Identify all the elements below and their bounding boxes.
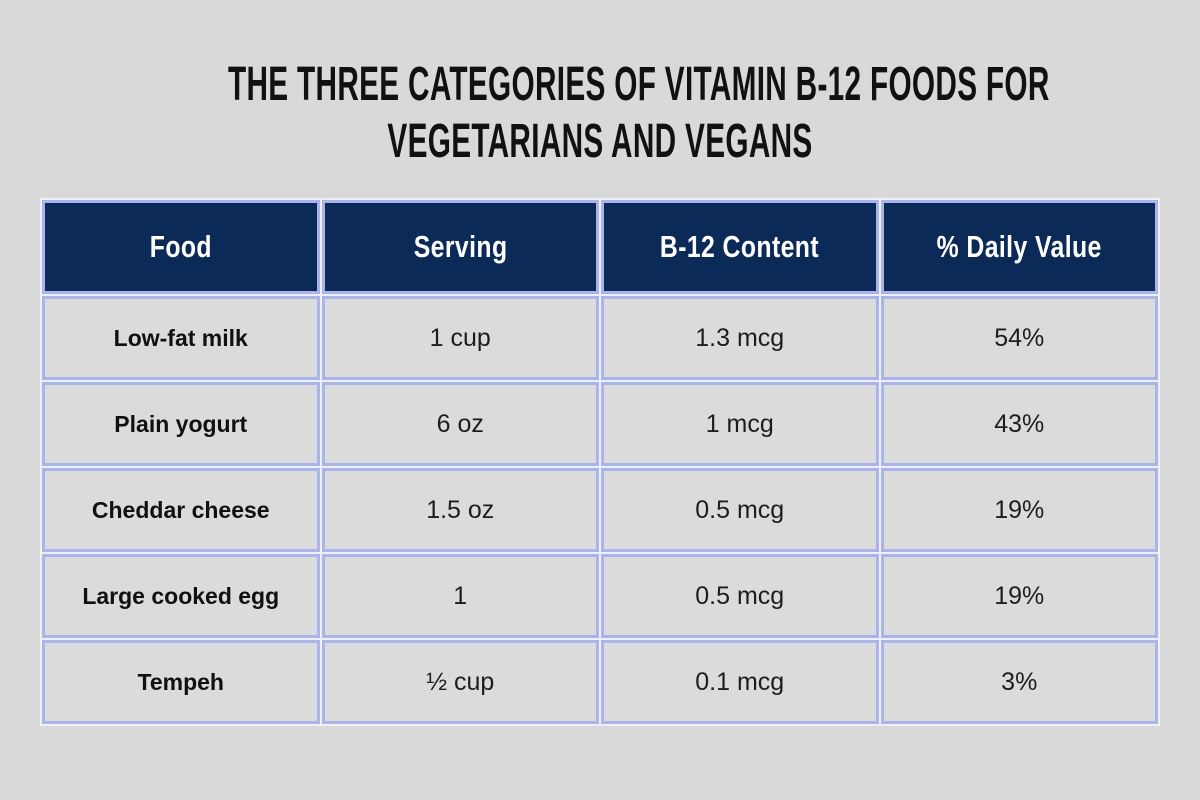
column-header-serving-label: Serving — [413, 229, 508, 264]
serving-cell: 6 oz — [321, 382, 599, 466]
daily-value-cell: 19% — [880, 468, 1158, 552]
b12-content-cell: 0.1 mcg — [601, 640, 879, 724]
serving-cell: ½ cup — [321, 640, 599, 724]
page-title: THE THREE CATEGORIES OF VITAMIN B-12 FOO… — [0, 0, 1200, 170]
food-cell: Plain yogurt — [42, 382, 320, 466]
table-row: Tempeh ½ cup 0.1 mcg 3% — [42, 640, 1158, 724]
food-cell: Large cooked egg — [42, 554, 320, 638]
header-row: Food Serving B-12 Content % Daily Value — [42, 200, 1158, 294]
food-cell: Cheddar cheese — [42, 468, 320, 552]
column-header-b12-content: B-12 Content — [601, 200, 879, 294]
page-title-line-1: THE THREE CATEGORIES OF VITAMIN B-12 FOO… — [228, 58, 1050, 111]
daily-value-cell: 3% — [880, 640, 1158, 724]
table-row: Plain yogurt 6 oz 1 mcg 43% — [42, 382, 1158, 466]
b12-content-cell: 0.5 mcg — [601, 468, 879, 552]
table-row: Cheddar cheese 1.5 oz 0.5 mcg 19% — [42, 468, 1158, 552]
column-header-food: Food — [42, 200, 320, 294]
table-body: Low-fat milk 1 cup 1.3 mcg 54% Plain yogurt 6… — [42, 296, 1158, 724]
table-row: Large cooked egg 1 0.5 mcg 19% — [42, 554, 1158, 638]
table-row: Low-fat milk 1 cup 1.3 mcg 54% — [42, 296, 1158, 380]
column-header-food-label: Food — [149, 229, 212, 264]
page-title-line-2: VEGETARIANS AND VEGANS — [387, 115, 813, 168]
b12-content-cell: 1.3 mcg — [601, 296, 879, 380]
daily-value-cell: 19% — [880, 554, 1158, 638]
b12-content-cell: 1 mcg — [601, 382, 879, 466]
column-header-daily-value: % Daily Value — [880, 200, 1158, 294]
daily-value-cell: 54% — [880, 296, 1158, 380]
food-cell: Low-fat milk — [42, 296, 320, 380]
column-header-daily-value-label: % Daily Value — [936, 229, 1102, 264]
serving-cell: 1 cup — [321, 296, 599, 380]
column-header-serving: Serving — [321, 200, 599, 294]
b12-foods-table: Food Serving B-12 Content % Daily Value … — [40, 198, 1160, 726]
b12-content-cell: 0.5 mcg — [601, 554, 879, 638]
food-cell: Tempeh — [42, 640, 320, 724]
column-header-b12-content-label: B-12 Content — [660, 229, 820, 264]
serving-cell: 1.5 oz — [321, 468, 599, 552]
table-header: Food Serving B-12 Content % Daily Value — [42, 200, 1158, 294]
serving-cell: 1 — [321, 554, 599, 638]
daily-value-cell: 43% — [880, 382, 1158, 466]
